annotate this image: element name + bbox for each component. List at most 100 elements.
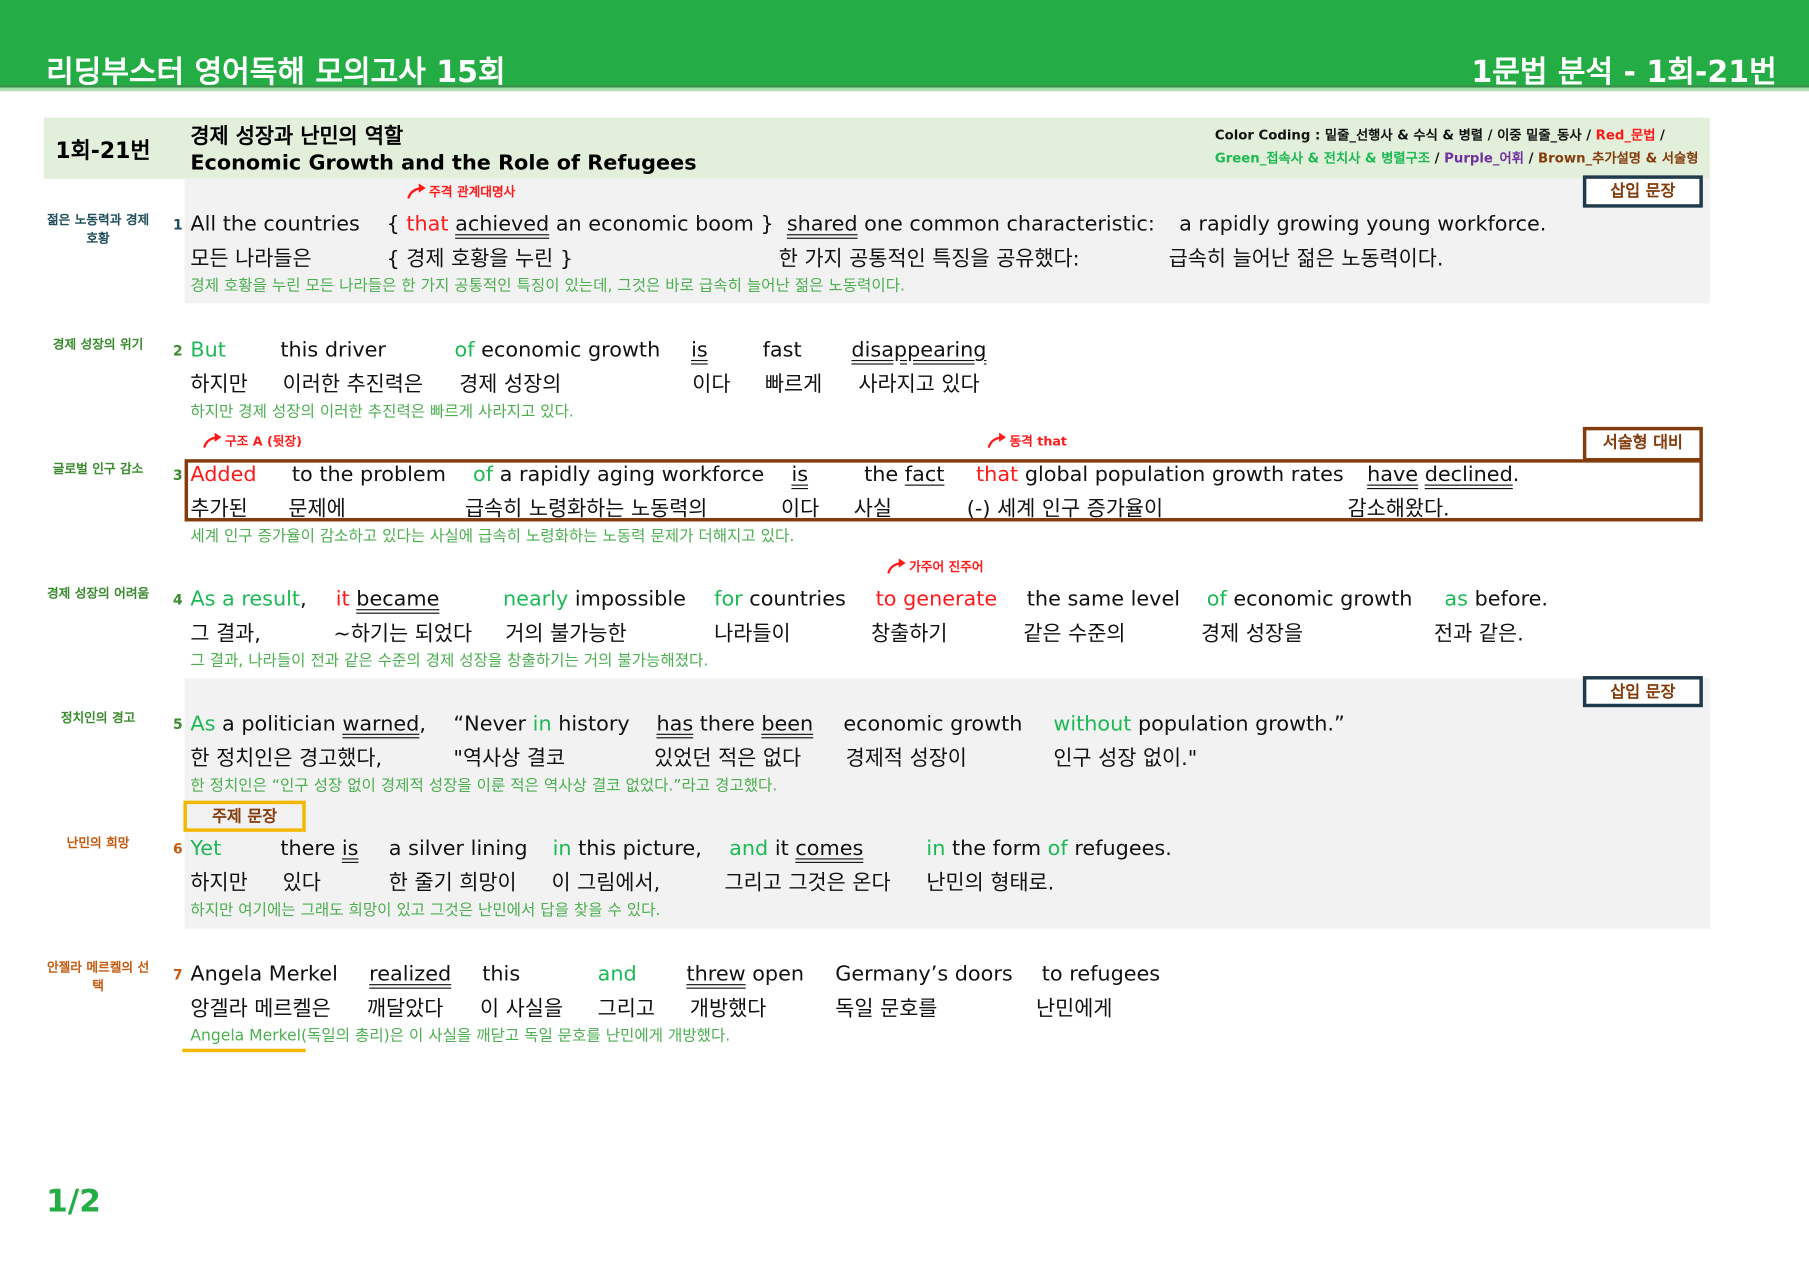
rows-5-6-highlight	[184, 678, 1710, 929]
chunk-segment: this picture,	[571, 836, 702, 861]
korean-chunk: 이 그림에서,	[551, 871, 661, 896]
korean-chunk: 사실	[853, 497, 892, 522]
korean-chunk: 전과 같은.	[1434, 621, 1524, 647]
korean-chunk: 앙겔라 메르켈은	[190, 996, 331, 1022]
chunk-segment: declined	[1424, 462, 1513, 487]
english-chunk: to the problem	[292, 463, 446, 487]
section-title: 1문법 분석 - 1회-21번	[1471, 55, 1777, 90]
chunk-segment: a silver lining	[388, 836, 528, 861]
chunk-segment: in	[532, 711, 552, 737]
grammar-annotation: 동격 that	[986, 431, 1067, 449]
chunk-segment: this driver	[280, 338, 386, 363]
chunk-segment: to the problem	[291, 462, 446, 487]
chunk-segment: fast	[762, 338, 802, 363]
english-chunk: has there been	[656, 712, 813, 736]
chunk-segment: shared	[786, 212, 858, 237]
english-chunk: a rapidly growing young workforce.	[1179, 212, 1546, 236]
english-chunk: it became	[336, 587, 440, 611]
english-chunk: is	[691, 338, 708, 362]
chunk-segment: is	[691, 338, 708, 363]
english-chunk: As a politician warned,	[190, 712, 426, 736]
chunk-segment: Yet	[190, 836, 222, 861]
korean-chunk: 한 가지 공통적인 특징을 공유했다:	[778, 246, 1080, 272]
korean-chunk: 있었던 적은 없다	[654, 746, 802, 771]
english-chunk: and	[598, 962, 637, 986]
annotation-text: 주격 관계대명사	[429, 184, 516, 200]
translation: 세계 인구 증가율이 감소하고 있다는 사실에 급속히 노령화하는 노동력 문제…	[190, 527, 795, 546]
chunk-segment: .	[1512, 462, 1520, 487]
chunk-segment: an economic boom }	[549, 212, 774, 237]
chunk-segment: have	[1367, 462, 1419, 487]
chunk-segment: it	[768, 836, 796, 861]
korean-chunk: 빠르게	[764, 372, 823, 397]
chunk-segment: there	[693, 711, 762, 737]
english-chunk: threw open	[686, 962, 804, 986]
korean-chunk: 창출하기	[871, 621, 948, 647]
english-chunk: All the countries	[190, 212, 360, 236]
english-chunk: without population growth.”	[1053, 712, 1344, 736]
color-coding-entry: /	[1430, 149, 1445, 167]
annotation-text: 가주어 진주어	[909, 559, 984, 575]
chunk-segment: ,	[419, 711, 426, 737]
english-chunk: “Never in history	[453, 712, 629, 736]
english-chunk: of economic growth	[455, 338, 661, 362]
english-chunk: this	[482, 962, 520, 986]
korean-chunk: 이다	[781, 497, 820, 522]
chunk-segment: ,	[300, 587, 307, 612]
english-chunk: to generate	[876, 587, 998, 611]
passage-title-ko: 경제 성장과 난민의 역할	[190, 124, 404, 149]
english-chunk: as before.	[1444, 587, 1548, 611]
grammar-annotation: 가주어 진주어	[886, 557, 984, 575]
chunk-segment: became	[356, 587, 440, 612]
color-coding-entry: Red_문법	[1595, 126, 1656, 144]
chunk-segment: economic growth	[474, 338, 661, 363]
chunk-segment: and	[597, 962, 637, 987]
korean-chunk: ~하기는 되었다	[333, 621, 473, 647]
chunk-segment: the same level	[1026, 587, 1181, 612]
chunk-segment: of	[1206, 587, 1227, 612]
chunk-segment: a rapidly aging workforce	[493, 462, 765, 487]
translation: 한 정치인은 “인구 성장 없이 경제적 성장을 이룬 적은 역사상 결코 없었…	[190, 776, 778, 795]
sentence-number: 1	[173, 216, 183, 234]
passage-title-en: Economic Growth and the Role of Refugees	[190, 151, 697, 176]
english-chunk: As a result,	[190, 587, 306, 611]
header-divider	[0, 87, 1809, 92]
chunk-segment: has	[656, 711, 694, 737]
korean-chunk: 경제 성장을	[1201, 621, 1304, 647]
chunk-segment: and	[729, 836, 769, 861]
section-label: 젊은 노동력과 경제 호황	[46, 212, 150, 246]
insert-sentence-badge: 삽입 문장	[1582, 175, 1703, 208]
chunk-segment: for	[714, 587, 743, 612]
korean-chunk: 있다	[282, 871, 321, 896]
chunk-segment: refugees.	[1067, 836, 1172, 861]
sentence-number: 6	[173, 841, 183, 858]
chunk-segment: But	[190, 338, 226, 363]
section-label: 경제 성장의 위기	[52, 336, 144, 352]
curved-arrow-icon	[407, 183, 426, 199]
sentence-number: 2	[173, 342, 183, 359]
english-chunk: this driver	[280, 338, 386, 362]
chunk-segment: All the countries	[190, 212, 360, 237]
chunk-segment: countries	[742, 587, 846, 612]
korean-chunk: 그 결과,	[190, 621, 261, 647]
essay-prep-box	[184, 459, 1703, 522]
english-chunk: that global population growth rates	[976, 463, 1344, 487]
english-chunk: shared one common characteristic:	[787, 212, 1155, 236]
korean-chunk: 하지만	[190, 871, 248, 896]
chunk-segment: of	[454, 338, 475, 363]
chunk-segment: {	[386, 212, 407, 237]
korean-chunk: 하지만	[190, 372, 248, 397]
topic-underline	[182, 1048, 306, 1053]
chunk-segment: open	[745, 962, 805, 987]
sentence-number: 4	[173, 591, 183, 608]
korean-chunk: 그리고	[597, 996, 655, 1022]
chunk-segment: that	[406, 212, 449, 237]
chunk-segment: is	[791, 462, 809, 487]
topic-sentence-badge: 주제 문장	[183, 800, 306, 832]
chunk-segment: nearly	[503, 587, 569, 612]
korean-chunk: 사라지고 있다	[858, 372, 980, 397]
chunk-segment: threw	[686, 962, 746, 987]
curved-arrow-icon	[203, 432, 222, 448]
header-bar: 리딩부스터 영어독해 모의고사 15회 1문법 분석 - 1회-21번	[0, 0, 1809, 90]
